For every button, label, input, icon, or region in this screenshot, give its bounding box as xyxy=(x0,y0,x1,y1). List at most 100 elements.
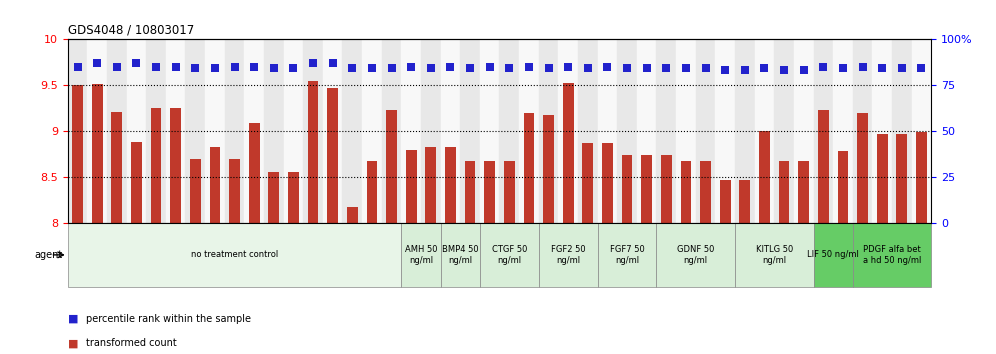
Bar xyxy=(858,113,868,223)
Text: PDGF alfa bet
a hd 50 ng/ml: PDGF alfa bet a hd 50 ng/ml xyxy=(863,245,921,265)
Point xyxy=(835,65,851,71)
Point xyxy=(226,64,242,69)
Bar xyxy=(445,147,456,223)
Bar xyxy=(288,172,299,223)
Bar xyxy=(249,123,260,223)
Point xyxy=(757,65,773,71)
Bar xyxy=(126,39,146,223)
Bar xyxy=(578,39,598,223)
Bar xyxy=(264,39,284,223)
Bar xyxy=(386,110,397,223)
Bar xyxy=(661,155,671,223)
Text: AMH 50
ng/ml: AMH 50 ng/ml xyxy=(404,245,437,265)
Bar xyxy=(539,223,598,287)
Bar xyxy=(519,39,539,223)
Bar xyxy=(853,223,931,287)
Bar xyxy=(583,143,594,223)
Point xyxy=(697,65,713,71)
Point xyxy=(266,65,282,71)
Point xyxy=(816,64,832,69)
Bar xyxy=(401,39,421,223)
Point xyxy=(521,64,537,69)
Bar xyxy=(504,161,515,223)
Bar xyxy=(892,39,911,223)
Bar xyxy=(92,84,103,223)
Bar xyxy=(814,223,853,287)
Point xyxy=(796,67,812,73)
Bar xyxy=(696,39,715,223)
Text: FGF7 50
ng/ml: FGF7 50 ng/ml xyxy=(610,245,644,265)
Bar xyxy=(484,161,495,223)
Point xyxy=(776,67,792,73)
Bar xyxy=(112,112,123,223)
Point xyxy=(345,65,361,71)
Bar xyxy=(367,161,377,223)
Bar xyxy=(680,161,691,223)
Bar xyxy=(563,83,574,223)
Bar xyxy=(205,39,225,223)
Text: BMP4 50
ng/ml: BMP4 50 ng/ml xyxy=(442,245,478,265)
Point xyxy=(383,65,399,71)
Bar xyxy=(916,132,927,223)
Bar xyxy=(838,151,849,223)
Point xyxy=(90,60,106,66)
Point xyxy=(187,65,203,71)
Bar xyxy=(480,39,500,223)
Text: GDNF 50
ng/ml: GDNF 50 ng/ml xyxy=(677,245,714,265)
Bar xyxy=(656,223,735,287)
Bar xyxy=(68,223,401,287)
Bar xyxy=(559,39,578,223)
Bar xyxy=(543,115,554,223)
Point xyxy=(560,64,576,69)
Bar xyxy=(622,155,632,223)
Point xyxy=(737,67,753,73)
Bar xyxy=(735,223,814,287)
Bar xyxy=(636,39,656,223)
Bar xyxy=(656,39,676,223)
Bar xyxy=(166,39,185,223)
Bar xyxy=(539,39,559,223)
Bar xyxy=(618,39,636,223)
Text: percentile rank within the sample: percentile rank within the sample xyxy=(86,314,251,324)
Bar xyxy=(229,159,240,223)
Point xyxy=(580,65,596,71)
Point xyxy=(462,65,478,71)
Bar xyxy=(170,108,181,223)
Point xyxy=(286,65,302,71)
Point xyxy=(620,65,635,71)
Text: FGF2 50
ng/ml: FGF2 50 ng/ml xyxy=(551,245,586,265)
Point xyxy=(128,60,144,66)
Point xyxy=(541,65,557,71)
Bar xyxy=(363,39,381,223)
Bar xyxy=(425,147,436,223)
Bar xyxy=(225,39,244,223)
Bar xyxy=(268,172,279,223)
Bar xyxy=(715,39,735,223)
Point xyxy=(638,65,654,71)
Bar xyxy=(818,110,829,223)
Point xyxy=(148,64,164,69)
Bar xyxy=(739,180,750,223)
Bar xyxy=(244,39,264,223)
Bar xyxy=(598,39,618,223)
Bar xyxy=(107,39,126,223)
Bar xyxy=(185,39,205,223)
Point xyxy=(442,64,458,69)
Bar xyxy=(799,161,809,223)
Bar xyxy=(440,39,460,223)
Text: LIF 50 ng/ml: LIF 50 ng/ml xyxy=(807,250,860,259)
Bar xyxy=(328,88,338,223)
Text: GDS4048 / 10803017: GDS4048 / 10803017 xyxy=(68,23,194,36)
Bar xyxy=(72,85,83,223)
Bar xyxy=(401,223,440,287)
Point xyxy=(600,64,616,69)
Point xyxy=(678,65,694,71)
Bar xyxy=(465,161,475,223)
Text: ■: ■ xyxy=(68,314,79,324)
Bar xyxy=(405,150,416,223)
Bar xyxy=(720,180,731,223)
Point xyxy=(482,64,498,69)
Bar xyxy=(759,131,770,223)
Bar xyxy=(440,223,480,287)
Point xyxy=(305,60,321,66)
